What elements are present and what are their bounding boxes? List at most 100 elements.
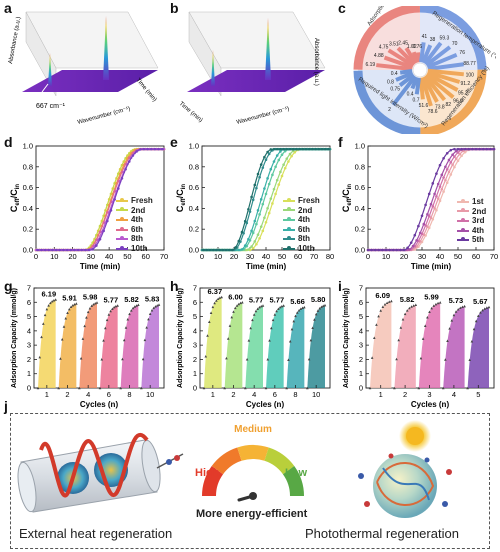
- panel-label-c: c: [338, 0, 346, 16]
- y-tick-label: 1.0: [23, 142, 33, 151]
- radial-bar: [396, 46, 416, 66]
- data-point: [113, 198, 116, 201]
- data-point: [146, 147, 149, 151]
- caption-external-heat: External heat regeneration: [19, 526, 173, 541]
- x-tick-label: 8: [127, 390, 131, 399]
- data-point: [409, 241, 413, 244]
- data-marker: [95, 301, 99, 304]
- data-point: [280, 174, 284, 178]
- glass-tube: [20, 439, 158, 513]
- data-marker: [52, 298, 56, 302]
- data-point: [157, 147, 160, 151]
- data-marker: [133, 305, 137, 308]
- x-tick-label: 6: [107, 390, 111, 399]
- data-point: [436, 182, 440, 186]
- gauge-segment: [282, 466, 304, 497]
- data-point: [248, 210, 252, 213]
- y-tick-label: 0.2: [189, 225, 199, 234]
- data-marker: [428, 310, 431, 313]
- y-tick-label: 2: [27, 355, 31, 364]
- data-point: [366, 248, 370, 252]
- x-tick-label: 60: [472, 252, 480, 261]
- data-point: [456, 147, 460, 151]
- radial-bar: [425, 45, 452, 67]
- radial-bar: [423, 41, 443, 65]
- legend-swatch: [457, 198, 469, 203]
- data-marker: [314, 312, 318, 316]
- data-marker: [370, 356, 374, 359]
- radial-bar: [424, 73, 455, 99]
- radial-value: 70: [452, 41, 458, 47]
- data-point: [124, 162, 127, 166]
- data-marker: [381, 305, 385, 308]
- data-marker: [211, 305, 215, 309]
- data-point: [113, 189, 116, 193]
- data-marker: [102, 339, 105, 342]
- peak-label-667-b: 667 cm⁻¹: [219, 101, 249, 108]
- radial-bar: [418, 77, 425, 100]
- data-point: [285, 157, 289, 160]
- heating-tube-illustration: [17, 432, 184, 513]
- data-point: [440, 187, 444, 191]
- data-marker: [83, 324, 86, 328]
- data-marker: [483, 307, 487, 310]
- data-point: [272, 187, 276, 191]
- data-marker: [383, 303, 387, 306]
- ring-light: [353, 6, 487, 134]
- data-point: [36, 248, 40, 252]
- data-marker: [230, 315, 234, 319]
- data-marker: [320, 305, 323, 309]
- data-point: [438, 185, 442, 188]
- data-point: [54, 248, 58, 252]
- data-point: [95, 238, 98, 242]
- data-point: [438, 199, 442, 203]
- data-point: [138, 148, 142, 151]
- panel-label-h: h: [170, 278, 179, 294]
- peak-2349-a: [103, 16, 109, 80]
- radial-value: 0.75: [390, 87, 400, 93]
- panel-label-j: j: [4, 398, 8, 414]
- data-point: [106, 219, 109, 223]
- data-marker: [93, 301, 97, 305]
- data-point: [253, 219, 257, 223]
- data-point: [290, 154, 293, 158]
- value-label: 5.83: [145, 295, 160, 304]
- data-point: [259, 225, 263, 228]
- data-point: [261, 229, 265, 233]
- data-point: [267, 182, 271, 186]
- data-marker: [466, 386, 469, 390]
- ftir-floor-a: [22, 70, 158, 92]
- radial-bar: [395, 71, 414, 82]
- cycle-chart-g: 0 1 2 3 4 5 6 7 6.19 1 5.91 2 5.98 4 5.77 6 5.82 8 5.83 10 C…: [11, 284, 165, 409]
- data-point: [492, 147, 496, 151]
- data-point: [391, 248, 395, 252]
- data-point: [429, 202, 433, 206]
- legend-label: 1st: [472, 197, 484, 206]
- legend-e: Fresh 2nd 4th 6th 8th 10th: [283, 196, 320, 254]
- data-point: [106, 203, 109, 207]
- data-point: [267, 152, 271, 156]
- data-point: [436, 197, 440, 200]
- data-marker: [75, 302, 78, 305]
- data-point: [250, 245, 253, 248]
- data-marker: [92, 302, 95, 306]
- data-point: [323, 147, 327, 151]
- data-point: [427, 214, 431, 218]
- data-marker: [419, 356, 423, 360]
- data-point: [259, 198, 263, 201]
- quadrant-temperature: [420, 8, 482, 70]
- x-tick-label: 50: [278, 252, 286, 261]
- data-point: [102, 214, 105, 218]
- data-point: [102, 229, 105, 233]
- data-marker: [301, 306, 304, 309]
- data-point: [453, 155, 456, 158]
- data-marker: [64, 316, 68, 320]
- y-tick-label: 7: [359, 284, 363, 293]
- data-marker: [60, 337, 64, 341]
- legend-label: 2nd: [131, 205, 146, 215]
- gauge-segment: [237, 445, 269, 461]
- data-point: [291, 149, 295, 153]
- x-tick-label: 10: [382, 252, 390, 261]
- data-marker: [233, 306, 237, 310]
- data-marker: [147, 317, 150, 321]
